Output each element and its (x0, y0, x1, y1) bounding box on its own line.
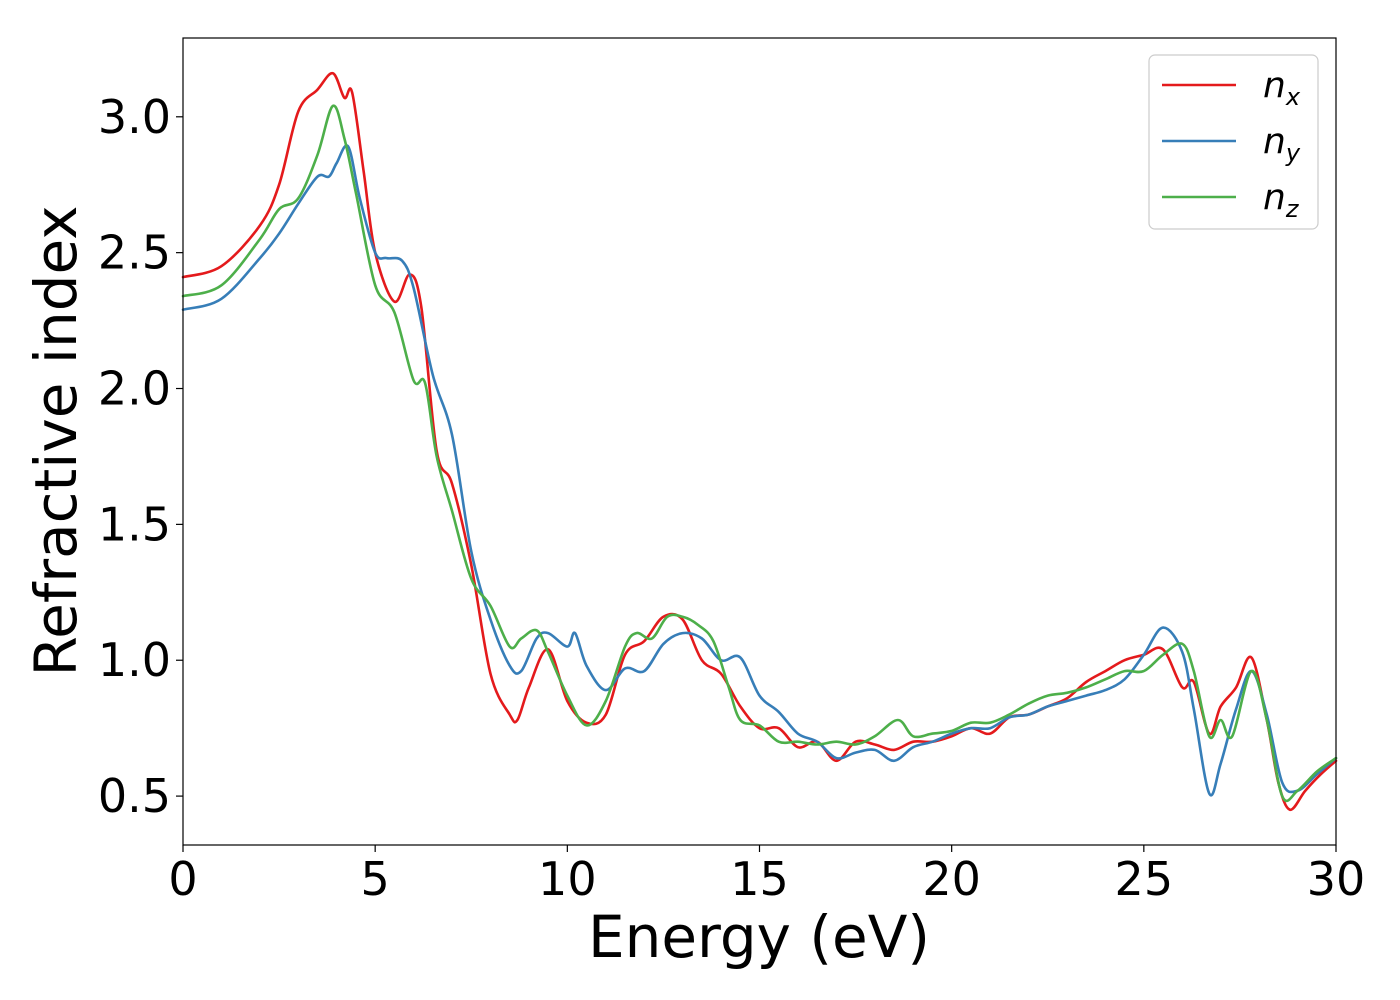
legend-items: nx ny nz (1162, 65, 1301, 223)
x-tick-label: 20 (922, 852, 981, 906)
x-tick-label: 25 (1115, 852, 1174, 906)
x-tick-label: 10 (538, 852, 597, 906)
x-tick-label: 30 (1307, 852, 1366, 906)
y-tick-label: 2.0 (98, 362, 171, 416)
legend-label-ny: ny (1263, 121, 1301, 167)
x-axis-title: Energy (eV) (588, 903, 930, 971)
y-axis-title: Refractive index (22, 205, 90, 676)
x-tick-label: 0 (168, 852, 197, 906)
x-tick-label: 5 (361, 852, 390, 906)
x-axis: 0 5 10 15 20 25 30 (168, 845, 1365, 906)
legend-label-nx: nx (1263, 65, 1301, 111)
series-line-ny (181, 144, 1338, 797)
series-layer (181, 71, 1338, 811)
y-tick-label: 1.0 (98, 633, 171, 687)
series-line-nx (181, 71, 1338, 811)
legend: nx ny nz (1148, 54, 1319, 230)
y-tick-label: 0.5 (98, 769, 171, 823)
y-tick-label: 3.0 (98, 90, 171, 144)
legend-label-nz: nz (1263, 177, 1300, 223)
series-line-nz (181, 104, 1338, 803)
y-tick-label: 2.5 (98, 226, 171, 280)
x-tick-label: 15 (730, 852, 789, 906)
y-tick-label: 1.5 (98, 497, 171, 551)
y-axis: 0.5 1.0 1.5 2.0 2.5 3.0 (98, 90, 183, 823)
